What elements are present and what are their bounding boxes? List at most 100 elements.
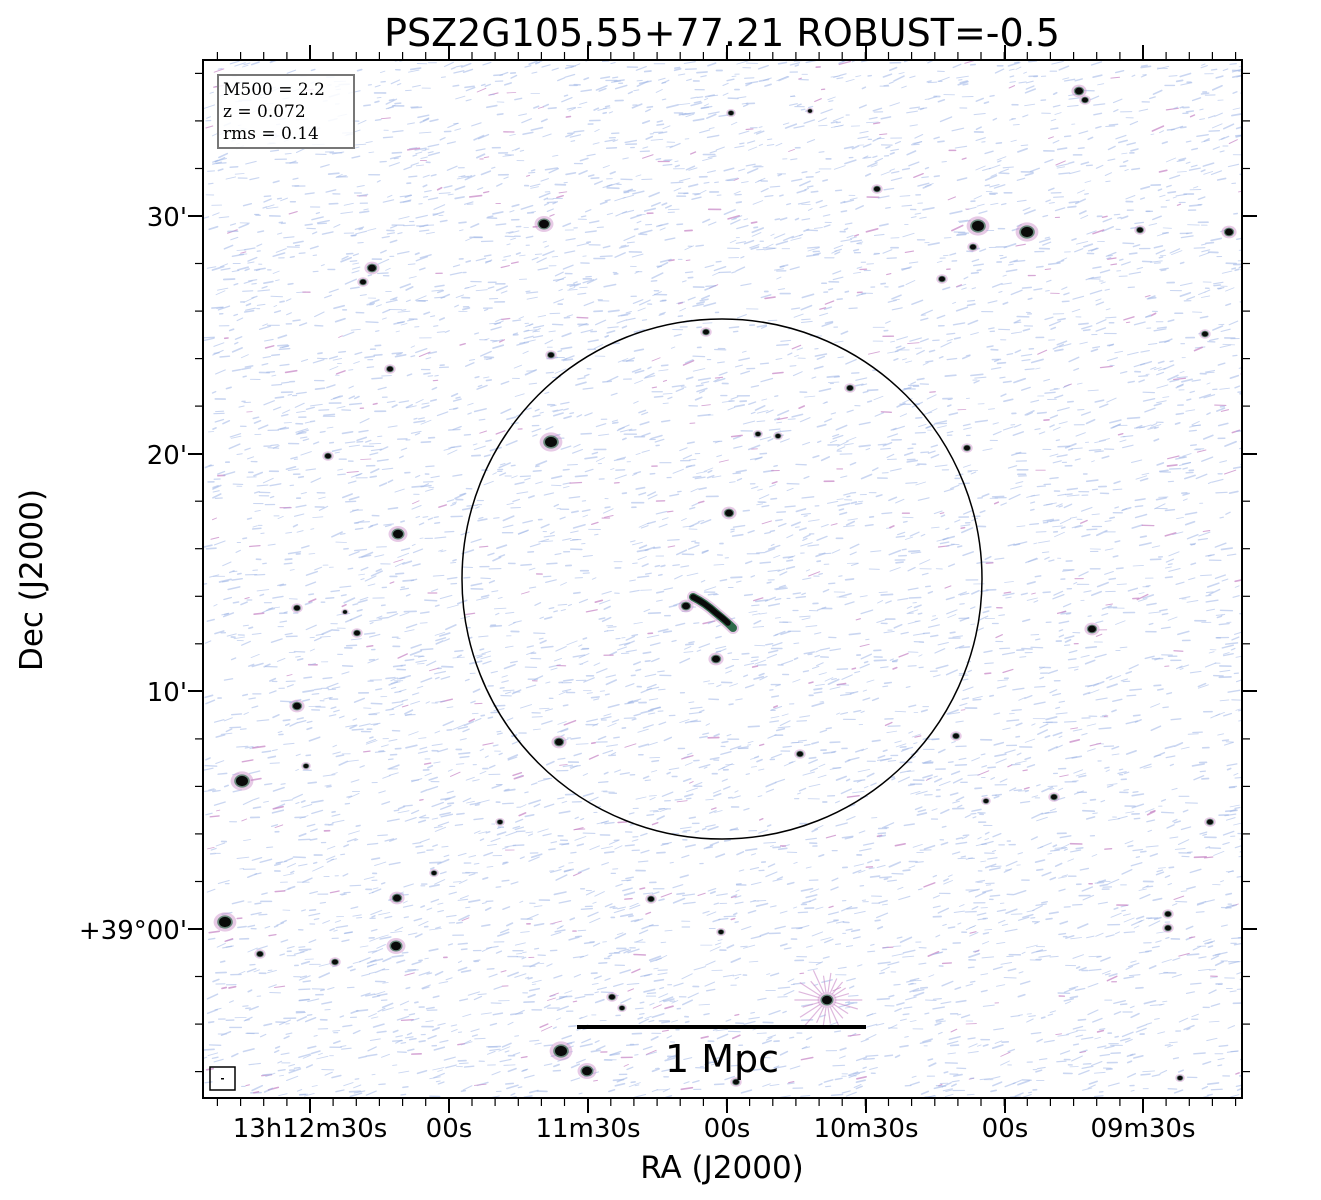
noise-streak xyxy=(1047,853,1052,855)
noise-streak xyxy=(521,1069,528,1072)
noise-streak xyxy=(1214,574,1226,580)
noise-streak xyxy=(397,653,408,659)
noise-streak xyxy=(1055,439,1061,442)
noise-streak xyxy=(840,475,848,478)
noise-streak xyxy=(644,659,651,663)
noise-streak xyxy=(240,251,247,254)
noise-streak xyxy=(624,743,637,748)
noise-streak xyxy=(1041,551,1050,554)
noise-streak xyxy=(773,554,781,559)
noise-streak xyxy=(931,738,940,741)
noise-streak xyxy=(1196,900,1207,905)
noise-streak xyxy=(543,535,555,538)
noise-streak xyxy=(1186,296,1196,301)
noise-streak xyxy=(1188,577,1196,581)
noise-streak xyxy=(1176,516,1184,520)
noise-streak xyxy=(808,783,821,788)
noise-streak xyxy=(764,296,776,300)
noise-streak xyxy=(551,923,556,925)
noise-streak xyxy=(901,204,913,207)
noise-streak xyxy=(313,1034,318,1037)
noise-streak xyxy=(289,569,295,571)
noise-streak xyxy=(778,76,790,82)
noise-streak xyxy=(560,346,573,350)
noise-streak xyxy=(967,966,975,969)
noise-streak xyxy=(681,893,696,897)
noise-streak xyxy=(542,575,552,578)
noise-streak xyxy=(384,838,395,842)
noise-streak xyxy=(1094,653,1107,659)
noise-streak xyxy=(559,764,568,766)
noise-streak xyxy=(476,153,486,159)
noise-streak xyxy=(835,775,847,781)
noise-streak xyxy=(331,686,341,690)
noise-streak xyxy=(855,75,862,78)
noise-streak xyxy=(461,566,473,568)
noise-streak xyxy=(955,306,969,312)
noise-streak xyxy=(661,79,670,85)
noise-streak xyxy=(310,420,316,423)
noise-streak xyxy=(480,350,492,357)
noise-streak xyxy=(365,321,379,324)
noise-streak xyxy=(1216,407,1226,412)
noise-streak xyxy=(769,845,774,848)
noise-streak xyxy=(1164,508,1176,512)
noise-streak xyxy=(981,794,988,797)
noise-streak xyxy=(1138,108,1149,112)
noise-streak xyxy=(478,516,484,520)
noise-streak xyxy=(456,812,465,816)
noise-streak xyxy=(1027,297,1033,300)
noise-streak xyxy=(1126,1060,1133,1064)
noise-streak xyxy=(277,344,289,347)
noise-streak xyxy=(450,392,459,398)
noise-streak xyxy=(770,753,783,759)
noise-streak xyxy=(897,886,904,890)
noise-streak xyxy=(570,530,579,534)
noise-streak xyxy=(381,1002,394,1009)
noise-streak xyxy=(756,410,769,414)
noise-streak xyxy=(817,774,827,779)
noise-streak xyxy=(664,1057,676,1062)
noise-streak xyxy=(589,845,600,851)
noise-streak xyxy=(880,966,890,972)
noise-streak xyxy=(272,252,286,258)
noise-streak xyxy=(353,697,365,703)
noise-streak xyxy=(603,283,617,288)
noise-streak xyxy=(941,980,954,987)
noise-streak xyxy=(263,663,271,668)
noise-streak xyxy=(263,198,272,203)
noise-streak xyxy=(818,672,827,676)
noise-streak xyxy=(543,803,555,808)
noise-streak xyxy=(657,972,668,976)
noise-streak xyxy=(1105,125,1116,127)
noise-streak xyxy=(228,985,237,989)
noise-streak xyxy=(340,211,354,214)
noise-streak xyxy=(927,590,934,594)
noise-streak xyxy=(465,86,476,92)
noise-streak xyxy=(734,901,744,905)
noise-streak xyxy=(704,1061,714,1066)
noise-streak xyxy=(455,294,464,299)
noise-streak xyxy=(457,966,468,972)
noise-streak xyxy=(696,387,708,393)
noise-streak xyxy=(1198,252,1210,257)
noise-streak xyxy=(258,913,268,916)
noise-streak xyxy=(356,185,365,188)
noise-streak xyxy=(544,245,550,248)
noise-streak xyxy=(640,525,649,529)
noise-streak xyxy=(777,522,787,528)
noise-streak xyxy=(359,210,370,214)
noise-streak xyxy=(553,974,563,979)
noise-streak xyxy=(1191,379,1201,382)
noise-streak xyxy=(919,1040,932,1044)
noise-streak xyxy=(872,467,879,472)
noise-streak xyxy=(669,493,680,497)
noise-streak xyxy=(405,403,414,409)
noise-streak xyxy=(420,440,432,444)
noise-streak xyxy=(609,651,618,656)
noise-streak xyxy=(561,358,568,361)
noise-streak xyxy=(1010,1015,1020,1018)
noise-streak xyxy=(625,357,636,362)
noise-streak xyxy=(212,493,222,499)
noise-streak xyxy=(647,494,658,500)
